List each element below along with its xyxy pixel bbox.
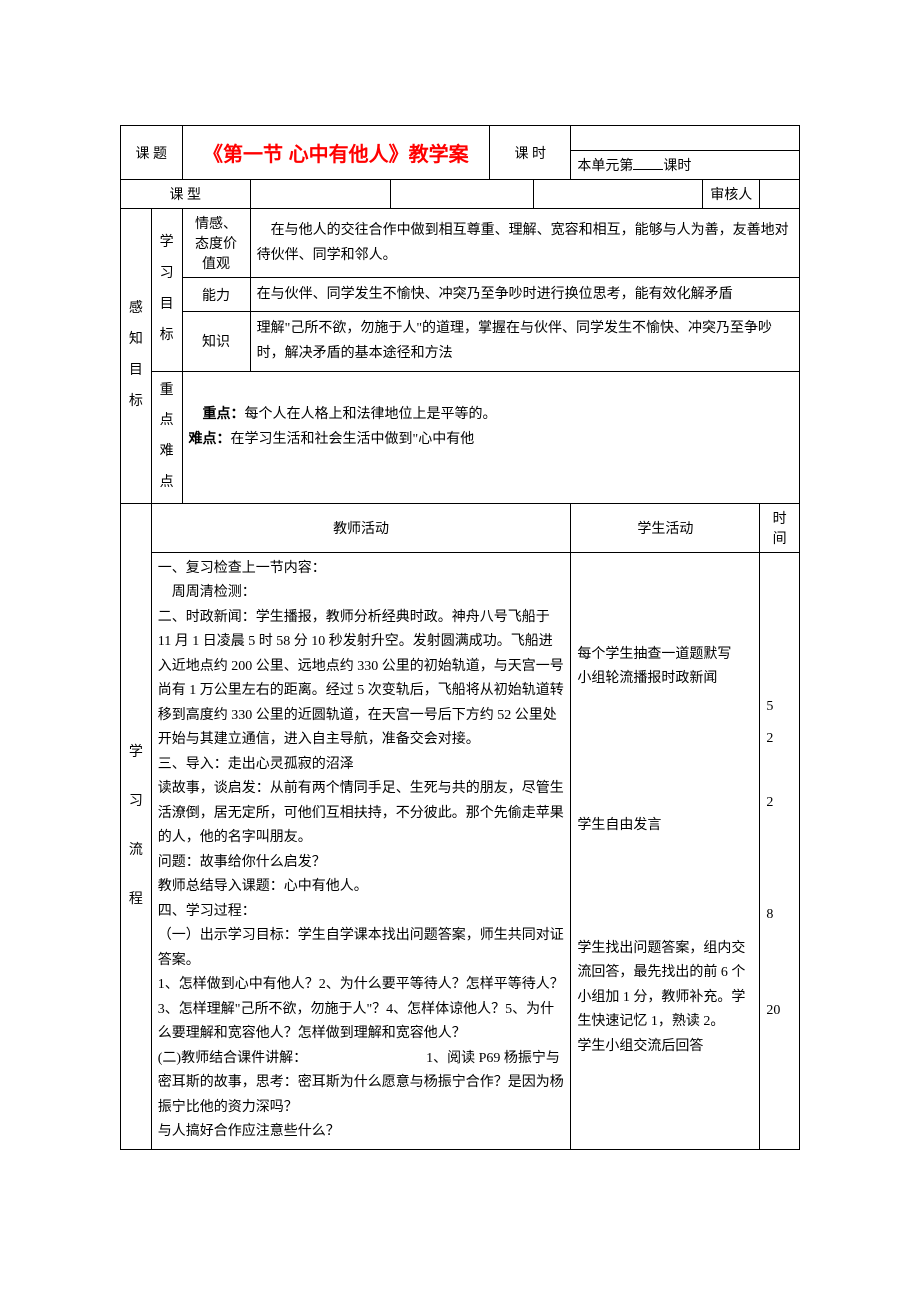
perception-goal-label: 感知 目标	[121, 209, 152, 504]
lesson-title: 《第一节 心中有他人》教学案	[182, 126, 490, 180]
learning-1: 学习	[160, 235, 174, 281]
reviewer-blank	[760, 180, 800, 209]
ability-label: 能力	[182, 278, 250, 312]
difficulty-body: 在学习生活和社会生活中做到"心中有他	[231, 432, 475, 447]
ability-text: 在与伙伴、同学发生不愉快、冲突乃至争吵时进行换位思考，能有效化解矛盾	[250, 278, 799, 312]
teacher-activity: 一、复习检查上一节内容： 周周清检测： 二、时政新闻：学生播报，教师分析经典时政…	[151, 552, 571, 1149]
attitude-text: 在与他人的交往合作中做到相互尊重、理解、宽容和相互，能够与人为善，友善地对待伙伴…	[250, 209, 799, 278]
learning-goal-label: 学习 目标	[151, 209, 182, 372]
time-column: 5 2 2 8 20	[760, 552, 800, 1149]
knowledge-label: 知识	[182, 312, 250, 371]
flow-label: 学习流程	[121, 503, 152, 1149]
unit-blank	[633, 155, 663, 170]
period-label: 课 时	[490, 126, 571, 180]
difficulty-bold: 难点：	[189, 432, 231, 447]
keypoint-text: 重点：每个人在人格上和法律地位上是平等的。 难点：在学习生活和社会生活中做到"心…	[182, 371, 800, 503]
keypoint-2: 难点	[160, 444, 174, 490]
keypoint-body: 每个人在人格上和法律地位上是平等的。	[245, 407, 497, 422]
topic-label: 课 题	[121, 126, 183, 180]
keypoint-1: 重点	[160, 383, 174, 429]
student-header: 学生活动	[571, 503, 760, 552]
lesson-plan-table: 课 题 《第一节 心中有他人》教学案 课 时 本单元第 课时 课 型 审核人 感知…	[120, 125, 800, 1150]
unit-period: 本单元第 课时	[571, 151, 800, 180]
perception-2: 目标	[129, 363, 143, 409]
learning-2: 目标	[160, 297, 174, 343]
type-label: 课 型	[121, 180, 251, 209]
type-blank-3	[534, 180, 703, 209]
perception-1: 感知	[129, 301, 143, 347]
knowledge-text: 理解"己所不欲，勿施于人"的道理，掌握在与伙伴、同学发生不愉快、冲突乃至争吵时，…	[250, 312, 799, 371]
attitude-label: 情感、态度价值观	[182, 209, 250, 278]
type-blank-1	[250, 180, 391, 209]
unit-suffix: 课时	[663, 159, 691, 174]
reviewer-label: 审核人	[703, 180, 760, 209]
unit-prefix: 本单元第	[577, 159, 633, 174]
teacher-header: 教师活动	[151, 503, 571, 552]
keypoint-bold: 重点：	[203, 407, 245, 422]
keypoint-label: 重点 难点	[151, 371, 182, 503]
period-blank	[571, 126, 800, 151]
time-header: 时间	[760, 503, 800, 552]
type-blank-2	[391, 180, 534, 209]
student-activity: 每个学生抽查一道题默写 小组轮流播报时政新闻 学生自由发言 学生找出问题答案，组…	[571, 552, 760, 1149]
